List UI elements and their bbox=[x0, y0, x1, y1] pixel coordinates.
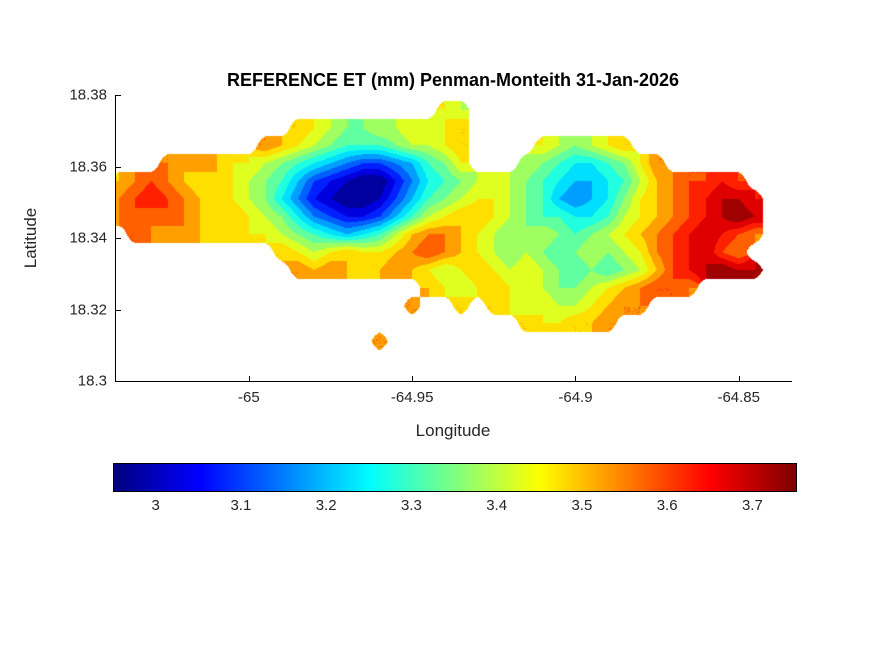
x-tick-label: -64.9 bbox=[558, 389, 593, 406]
colorbar-tick-label: 3.2 bbox=[315, 497, 337, 514]
x-tick-mark bbox=[575, 376, 577, 381]
x-tick-label: -64.95 bbox=[390, 389, 434, 406]
y-tick-mark bbox=[116, 166, 121, 168]
y-tick-label: 18.34 bbox=[69, 229, 107, 247]
colorbar-tick-label: 3.1 bbox=[230, 497, 252, 514]
x-tick-label: -64.85 bbox=[717, 389, 761, 406]
y-tick-mark bbox=[116, 309, 121, 311]
x-axis-label: Longitude bbox=[415, 421, 491, 440]
contour-map-canvas bbox=[115, 95, 791, 381]
y-tick-mark bbox=[116, 238, 121, 239]
y-tick-label: 18.38 bbox=[69, 86, 107, 104]
chart-title: REFERENCE ET (mm) Penman-Monteith 31-Jan… bbox=[226, 70, 680, 90]
x-tick-mark bbox=[412, 376, 414, 381]
y-tick-label: 18.3 bbox=[77, 372, 107, 390]
x-axis-line bbox=[115, 381, 792, 382]
colorbar bbox=[113, 463, 797, 492]
y-tick-mark bbox=[116, 381, 121, 382]
y-tick-label: 18.32 bbox=[69, 301, 107, 318]
colorbar-tick-label: 3.5 bbox=[571, 497, 593, 514]
colorbar-tick-label: 3.3 bbox=[400, 497, 422, 514]
x-tick-mark bbox=[738, 376, 740, 381]
y-tick-mark bbox=[116, 95, 121, 96]
colorbar-tick-label: 3 bbox=[151, 497, 160, 514]
x-tick-label: -65 bbox=[238, 389, 260, 406]
colorbar-tick-label: 3.4 bbox=[486, 497, 508, 514]
colorbar-tick-label: 3.7 bbox=[741, 497, 763, 514]
y-tick-label: 18.36 bbox=[69, 158, 107, 175]
x-tick-mark bbox=[248, 376, 250, 381]
plot-area bbox=[115, 95, 791, 381]
colorbar-canvas bbox=[114, 464, 796, 491]
colorbar-tick-label: 3.6 bbox=[656, 497, 678, 514]
y-axis-line bbox=[115, 95, 116, 382]
